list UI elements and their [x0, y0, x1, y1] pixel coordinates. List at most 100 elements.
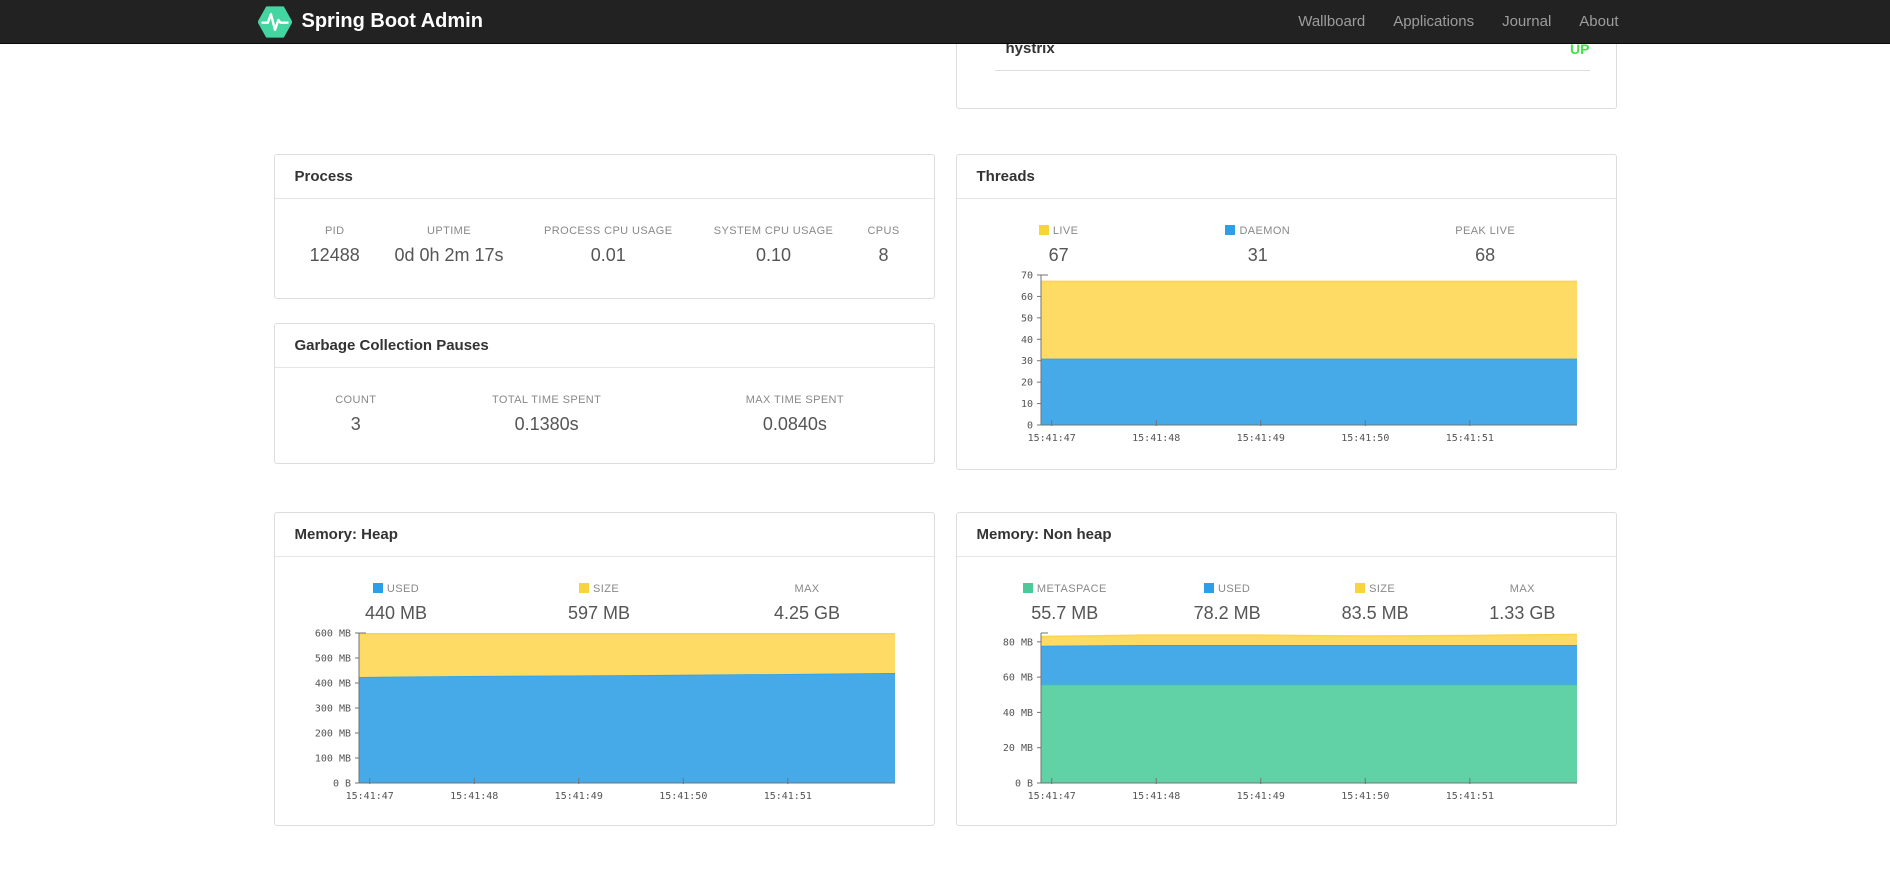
svg-text:400 MB: 400 MB — [314, 679, 350, 690]
health-item-name: hystrix — [1005, 40, 1055, 57]
live-legend-swatch-icon — [1038, 225, 1049, 235]
stat-value: 31 — [1247, 245, 1268, 265]
svg-text:100 MB: 100 MB — [314, 754, 350, 765]
stat-label: COUNT — [335, 394, 377, 406]
svg-text:15:41:48: 15:41:48 — [1132, 433, 1180, 444]
stat-label: PROCESS CPU USAGE — [544, 225, 673, 237]
right-column: hystrix UP Threads LIVE DAEMON PEAK LIVE… — [955, 9, 1617, 826]
left-column: Process PID UPTIME PROCESS CPU USAGE SYS… — [273, 44, 935, 826]
svg-text:15:41:50: 15:41:50 — [659, 791, 707, 802]
svg-text:20 MB: 20 MB — [1002, 743, 1032, 754]
stat-label: METASPACE — [977, 583, 1154, 603]
stat-label: MAX — [1509, 583, 1535, 595]
threads-card-title: Threads — [956, 155, 1616, 199]
stat-label: USED — [1153, 583, 1301, 603]
gc-pauses-card-title: Garbage Collection Pauses — [274, 324, 934, 368]
daemon-legend-swatch-icon — [1225, 225, 1236, 235]
stat-label: LIVE — [977, 225, 1141, 245]
nav-item-applications[interactable]: Applications — [1393, 12, 1475, 30]
stat-label: PEAK LIVE — [1455, 225, 1516, 237]
svg-text:30: 30 — [1020, 356, 1032, 367]
memory-nonheap-chart: 0 B 20 MB 40 MB 60 MB 80 MB 15:41:47 15:41:48 1… — [971, 625, 1616, 816]
size-legend-swatch-icon — [579, 583, 590, 593]
stat-label: SIZE — [1301, 583, 1449, 603]
stat-label: SYSTEM CPU USAGE — [713, 225, 834, 237]
used-legend-swatch-icon — [1204, 583, 1214, 593]
svg-text:60 MB: 60 MB — [1002, 673, 1032, 684]
svg-text:15:41:51: 15:41:51 — [1445, 433, 1493, 444]
stat-label: SIZE — [498, 583, 701, 603]
stat-label: TOTAL TIME SPENT — [491, 394, 602, 406]
nav-item-wallboard[interactable]: Wallboard — [1298, 12, 1366, 30]
memory-nonheap-card: Memory: Non heap METASPACE USED SIZE MAX… — [955, 512, 1617, 826]
gc-stats: COUNT TOTAL TIME SPENT MAX TIME SPENT 3 … — [295, 394, 914, 435]
stat-label: PID — [324, 225, 345, 237]
memory-heap-card: Memory: Heap USED SIZE MAX 440 MB 597 MB… — [273, 512, 935, 826]
svg-text:10: 10 — [1020, 399, 1032, 410]
svg-text:15:41:50: 15:41:50 — [1341, 791, 1389, 802]
stat-value: 12488 — [309, 245, 360, 265]
svg-text:200 MB: 200 MB — [314, 729, 350, 740]
spring-boot-admin-logo-icon — [257, 5, 292, 39]
stat-label: MAX — [794, 583, 820, 595]
stat-value: 67 — [1048, 245, 1069, 265]
memory-heap-chart: 0 B 100 MB 200 MB 300 MB 400 MB 500 MB 600 MB 1… — [289, 625, 934, 816]
svg-text:20: 20 — [1020, 378, 1032, 389]
stat-label: MAX TIME SPENT — [745, 394, 845, 406]
memory-heap-card-title: Memory: Heap — [274, 513, 934, 557]
stat-value: 0.0840s — [762, 414, 827, 434]
svg-text:80 MB: 80 MB — [1002, 637, 1032, 648]
svg-text:15:41:49: 15:41:49 — [554, 791, 602, 802]
svg-text:40: 40 — [1020, 335, 1032, 346]
svg-text:15:41:47: 15:41:47 — [1027, 791, 1075, 802]
stat-value: 8 — [878, 245, 889, 265]
svg-text:15:41:47: 15:41:47 — [1027, 433, 1075, 444]
stat-label: USED — [295, 583, 498, 603]
svg-text:15:41:47: 15:41:47 — [345, 791, 393, 802]
stat-value: 0.10 — [756, 245, 792, 265]
stat-label: CPUS — [867, 225, 900, 237]
svg-text:15:41:50: 15:41:50 — [1341, 433, 1389, 444]
svg-text:0 B: 0 B — [332, 779, 350, 790]
svg-text:15:41:48: 15:41:48 — [450, 791, 498, 802]
stat-label: DAEMON — [1141, 225, 1375, 245]
svg-text:50: 50 — [1020, 313, 1032, 324]
stat-value: 597 MB — [568, 603, 631, 623]
stat-value: 78.2 MB — [1193, 603, 1261, 623]
stat-value: 83.5 MB — [1341, 603, 1409, 623]
stat-value: 440 MB — [364, 603, 428, 623]
brand[interactable]: Spring Boot Admin — [257, 5, 483, 39]
stat-value: 4.25 GB — [774, 603, 841, 623]
svg-text:15:41:48: 15:41:48 — [1132, 791, 1180, 802]
size-legend-swatch-icon — [1355, 583, 1366, 593]
svg-text:40 MB: 40 MB — [1002, 708, 1032, 719]
svg-text:15:41:49: 15:41:49 — [1236, 433, 1284, 444]
svg-text:70: 70 — [1020, 271, 1032, 282]
threads-chart: 0 10 20 30 40 50 60 70 15:41:47 15:41:48 15:41:49 1… — [971, 267, 1616, 458]
svg-text:0 B: 0 B — [1014, 779, 1032, 790]
threads-card: Threads LIVE DAEMON PEAK LIVE 67 31 68 0… — [955, 154, 1617, 470]
nav-item-about[interactable]: About — [1579, 12, 1619, 30]
process-card-title: Process — [274, 155, 934, 199]
svg-text:600 MB: 600 MB — [314, 629, 350, 640]
nav-item-journal[interactable]: Journal — [1502, 12, 1552, 30]
main-content: Process PID UPTIME PROCESS CPU USAGE SYS… — [273, 0, 1617, 826]
stat-value: 0.1380s — [514, 414, 579, 434]
memory-nonheap-stats: METASPACE USED SIZE MAX 55.7 MB 78.2 MB … — [977, 583, 1596, 624]
navbar: Spring Boot Admin Wallboard Applications… — [0, 0, 1890, 44]
brand-title: Spring Boot Admin — [301, 10, 483, 32]
svg-text:60: 60 — [1020, 292, 1032, 303]
svg-text:0: 0 — [1026, 421, 1032, 432]
gc-pauses-card: Garbage Collection Pauses COUNT TOTAL TI… — [273, 323, 935, 464]
metaspace-legend-swatch-icon — [1022, 583, 1033, 593]
process-stats: PID UPTIME PROCESS CPU USAGE SYSTEM CPU … — [295, 225, 914, 266]
svg-text:300 MB: 300 MB — [314, 704, 350, 715]
stat-value: 1.33 GB — [1489, 603, 1556, 623]
memory-heap-stats: USED SIZE MAX 440 MB 597 MB 4.25 GB — [295, 583, 914, 624]
stat-value: 0d 0h 2m 17s — [394, 245, 504, 265]
nav-links: Wallboard Applications Journal About — [1284, 0, 1632, 44]
stat-label: UPTIME — [427, 225, 471, 237]
svg-text:15:41:49: 15:41:49 — [1236, 791, 1284, 802]
status-badge: UP — [1570, 40, 1590, 57]
threads-stats: LIVE DAEMON PEAK LIVE 67 31 68 — [977, 225, 1596, 266]
